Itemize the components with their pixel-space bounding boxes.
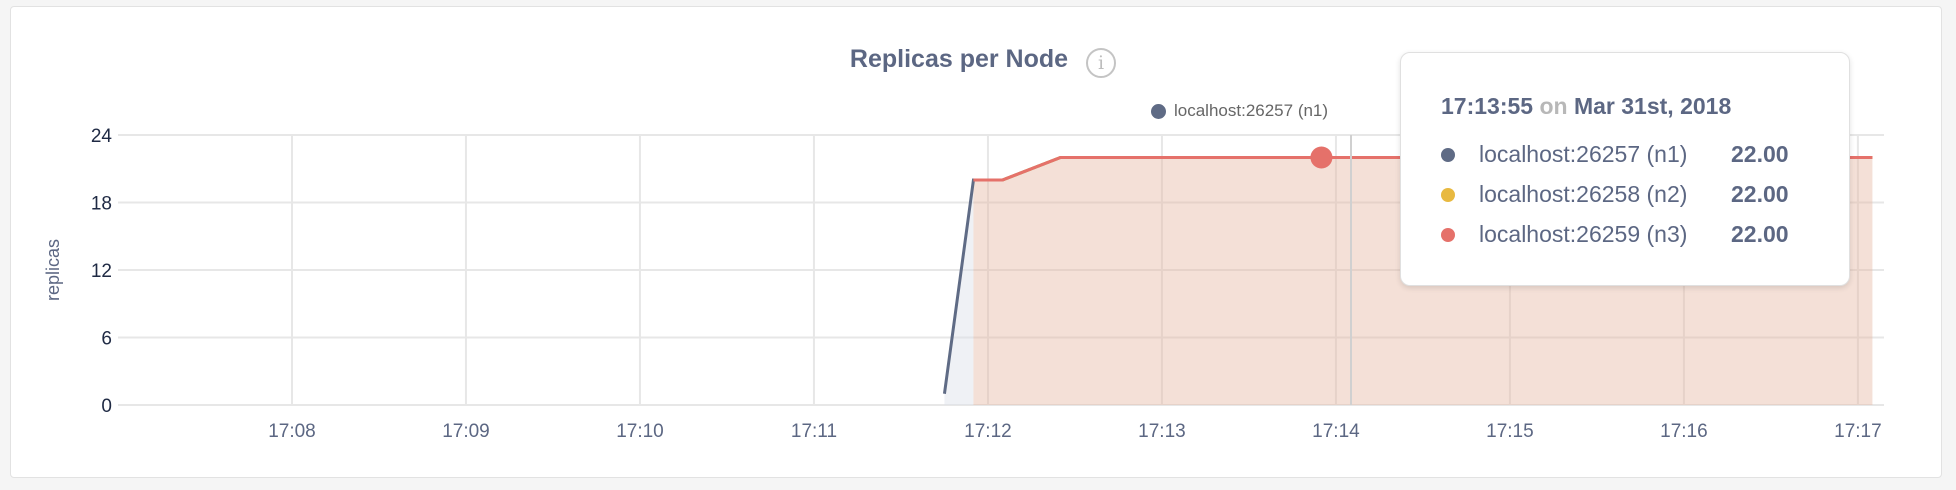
series-value: 22.00 <box>1731 221 1789 247</box>
series-dot <box>1441 187 1455 202</box>
tooltip-row: localhost:26259 (n3) 22.00 <box>1441 221 1789 248</box>
y-tick-label: 18 <box>91 194 112 215</box>
x-tick-label: 17:10 <box>616 421 664 442</box>
series-value: 22.00 <box>1731 141 1789 167</box>
series-dot <box>1441 147 1455 162</box>
legend: localhost:26257 (n1) <box>1151 101 1328 121</box>
chart-title: Replicas per Node <box>849 45 1069 73</box>
x-tick-label: 17:08 <box>268 421 316 442</box>
tooltip-date: Mar 31st, 2018 <box>1573 93 1732 119</box>
series-name: localhost:26257 (n1) <box>1479 141 1688 167</box>
x-tick-label: 17:11 <box>791 421 837 442</box>
tooltip: 17:13:55 on Mar 31st, 2018 localhost:262… <box>1400 52 1850 286</box>
series-name: localhost:26258 (n2) <box>1479 181 1688 207</box>
legend-dot <box>1151 103 1166 119</box>
y-axis-label: replicas <box>43 239 63 301</box>
x-tick-label: 17:13 <box>1138 421 1186 442</box>
x-tick-label: 17:15 <box>1486 421 1534 442</box>
y-tick-label: 24 <box>91 126 113 147</box>
y-tick-label: 12 <box>91 261 112 282</box>
tooltip-row: localhost:26257 (n1) 22.00 <box>1441 141 1789 168</box>
tooltip-row: localhost:26258 (n2) 22.00 <box>1441 181 1789 208</box>
legend-label: localhost:26257 (n1) <box>1174 101 1329 120</box>
y-tick-label: 0 <box>101 396 112 417</box>
info-icon[interactable]: i <box>1086 48 1116 78</box>
hover-point <box>1310 146 1333 169</box>
tooltip-time: 17:13:55 <box>1441 93 1534 119</box>
x-tick-label: 17:14 <box>1312 421 1360 442</box>
series-value: 22.00 <box>1731 181 1789 207</box>
x-tick-label: 17:17 <box>1834 421 1882 442</box>
x-tick-label: 17:16 <box>1660 421 1708 442</box>
series-name: localhost:26259 (n3) <box>1479 221 1688 247</box>
x-tick-label: 17:12 <box>964 421 1012 442</box>
x-tick-label: 17:09 <box>442 421 490 442</box>
tooltip-on: on <box>1539 93 1568 119</box>
series-dot <box>1441 227 1455 242</box>
y-tick-label: 6 <box>101 329 112 350</box>
legend-item[interactable]: localhost:26257 (n1) <box>1151 101 1328 121</box>
